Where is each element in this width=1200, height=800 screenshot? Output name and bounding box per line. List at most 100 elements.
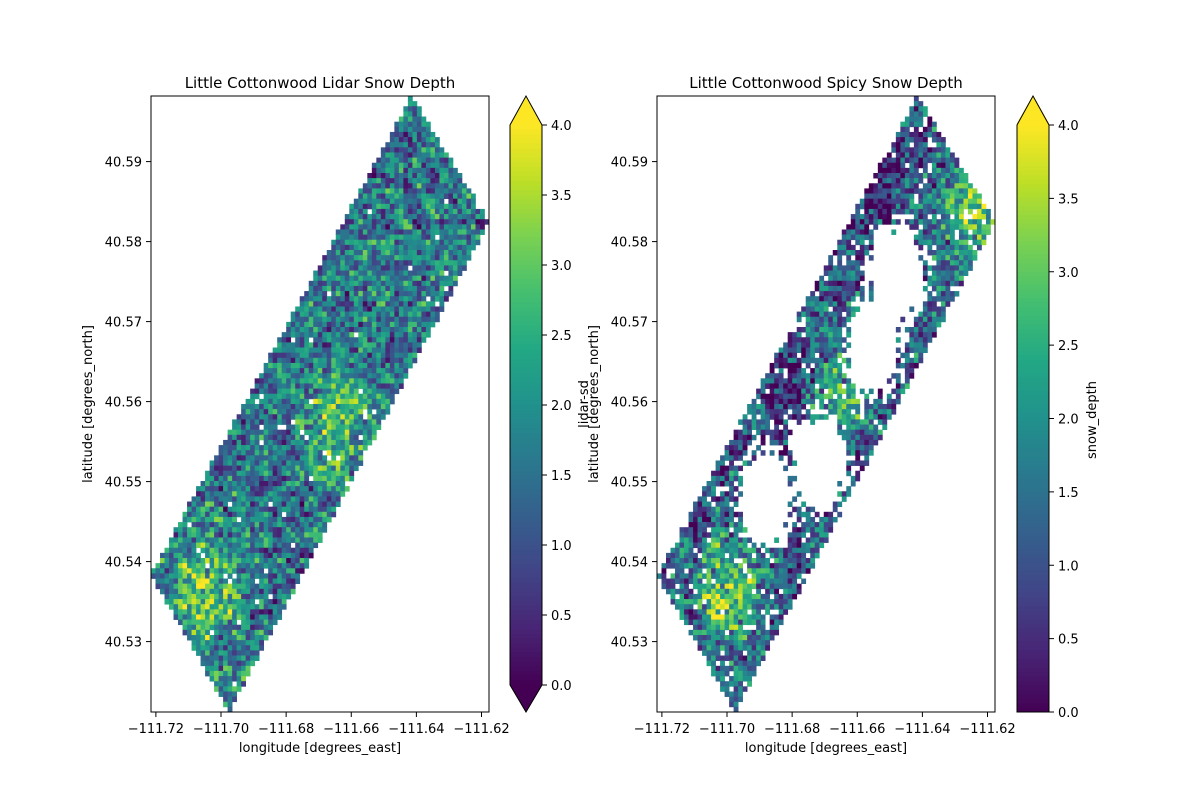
heatmap-cell	[398, 275, 404, 282]
heatmap-cell	[394, 332, 400, 338]
heatmap-cell	[389, 239, 395, 246]
heatmap-cell	[421, 173, 427, 179]
heatmap-cell	[371, 280, 377, 287]
heatmap-cell	[756, 419, 762, 425]
heatmap-cell	[958, 255, 964, 261]
heatmap-cell	[385, 316, 391, 323]
heatmap-cell	[182, 552, 188, 559]
heatmap-cell	[877, 429, 883, 436]
heatmap-cell	[362, 439, 368, 446]
heatmap-cell	[340, 352, 346, 359]
heatmap-cell	[259, 532, 265, 538]
heatmap-cell	[715, 568, 721, 574]
heatmap-cell	[470, 239, 476, 246]
heatmap-cell	[317, 465, 323, 472]
heatmap-cell	[733, 470, 739, 477]
heatmap-cell	[281, 537, 287, 543]
heatmap-cell	[335, 460, 341, 466]
heatmap-cell	[416, 285, 422, 292]
heatmap-cell	[322, 455, 328, 461]
heatmap-cell	[850, 383, 856, 389]
heatmap-cell	[702, 527, 707, 533]
heatmap-cell	[922, 214, 928, 220]
heatmap-cell	[326, 501, 332, 508]
heatmap-cell	[900, 203, 906, 210]
heatmap-cell	[371, 419, 377, 425]
heatmap-cell	[868, 234, 874, 241]
heatmap-cell	[823, 342, 829, 348]
heatmap-cell	[434, 203, 440, 210]
heatmap-cell	[295, 552, 301, 559]
heatmap-cell	[389, 137, 395, 143]
heatmap-cell	[416, 229, 422, 235]
heatmap-cell	[927, 244, 933, 251]
heatmap-cell	[304, 532, 310, 538]
heatmap-cell	[196, 650, 201, 656]
heatmap-cell	[967, 219, 973, 225]
heatmap-cell	[313, 532, 319, 538]
heatmap-cell	[425, 316, 431, 323]
heatmap-cell	[922, 260, 928, 266]
left-axes-frame	[150, 95, 490, 713]
heatmap-cell	[918, 131, 924, 138]
heatmap-cell	[466, 224, 472, 230]
heatmap-cell	[913, 342, 919, 348]
heatmap-cell	[425, 162, 431, 169]
heatmap-cell	[434, 260, 440, 266]
heatmap-cell	[769, 393, 775, 400]
colorbar-segment	[510, 563, 542, 569]
heatmap-cell	[290, 332, 296, 338]
heatmap-cell	[778, 450, 784, 456]
heatmap-cell	[967, 193, 973, 200]
heatmap-cell	[218, 445, 224, 451]
heatmap-cell	[958, 173, 964, 179]
heatmap-cell	[760, 393, 766, 400]
heatmap-cell	[443, 214, 449, 220]
heatmap-cell	[841, 239, 847, 246]
heatmap-cell	[729, 496, 734, 502]
heatmap-cell	[205, 588, 210, 595]
heatmap-cell	[317, 296, 323, 302]
heatmap-cell	[268, 599, 274, 605]
heatmap-cell	[958, 239, 964, 246]
heatmap-cell	[272, 511, 278, 518]
heatmap-cell	[913, 219, 919, 225]
heatmap-cell	[371, 162, 377, 169]
heatmap-cell	[949, 152, 955, 158]
heatmap-cell	[164, 563, 170, 569]
heatmap-cell	[706, 542, 712, 549]
heatmap-cell	[949, 275, 955, 282]
heatmap-cell	[263, 537, 269, 543]
heatmap-cell	[742, 450, 748, 456]
heatmap-cell	[859, 388, 865, 395]
heatmap-cell	[832, 342, 838, 348]
heatmap-cell	[398, 198, 404, 205]
heatmap-cell	[290, 481, 296, 487]
heatmap-cell	[367, 439, 373, 446]
heatmap-cell	[214, 588, 219, 595]
heatmap-cell	[281, 378, 287, 384]
heatmap-cell	[187, 542, 192, 549]
heatmap-cell	[254, 409, 260, 415]
heatmap-cell	[819, 542, 825, 549]
colorbar-segment	[510, 433, 542, 439]
heatmap-cell	[281, 486, 287, 492]
heatmap-cell	[308, 527, 314, 533]
heatmap-cell	[394, 347, 400, 354]
heatmap-cell	[349, 219, 355, 225]
heatmap-cell	[182, 511, 188, 518]
colorbar-segment	[510, 587, 542, 593]
heatmap-cell	[958, 250, 964, 256]
heatmap-cell	[661, 573, 667, 579]
heatmap-cell	[940, 142, 946, 148]
heatmap-cell	[205, 542, 210, 549]
heatmap-cell	[317, 373, 323, 379]
heatmap-cell	[868, 296, 874, 302]
heatmap-cell	[706, 501, 712, 508]
heatmap-cell	[425, 121, 431, 128]
heatmap-cell	[407, 126, 413, 133]
heatmap-cell	[259, 404, 265, 410]
heatmap-cell	[209, 609, 215, 615]
heatmap-cell	[443, 260, 449, 266]
heatmap-cell	[187, 583, 192, 590]
